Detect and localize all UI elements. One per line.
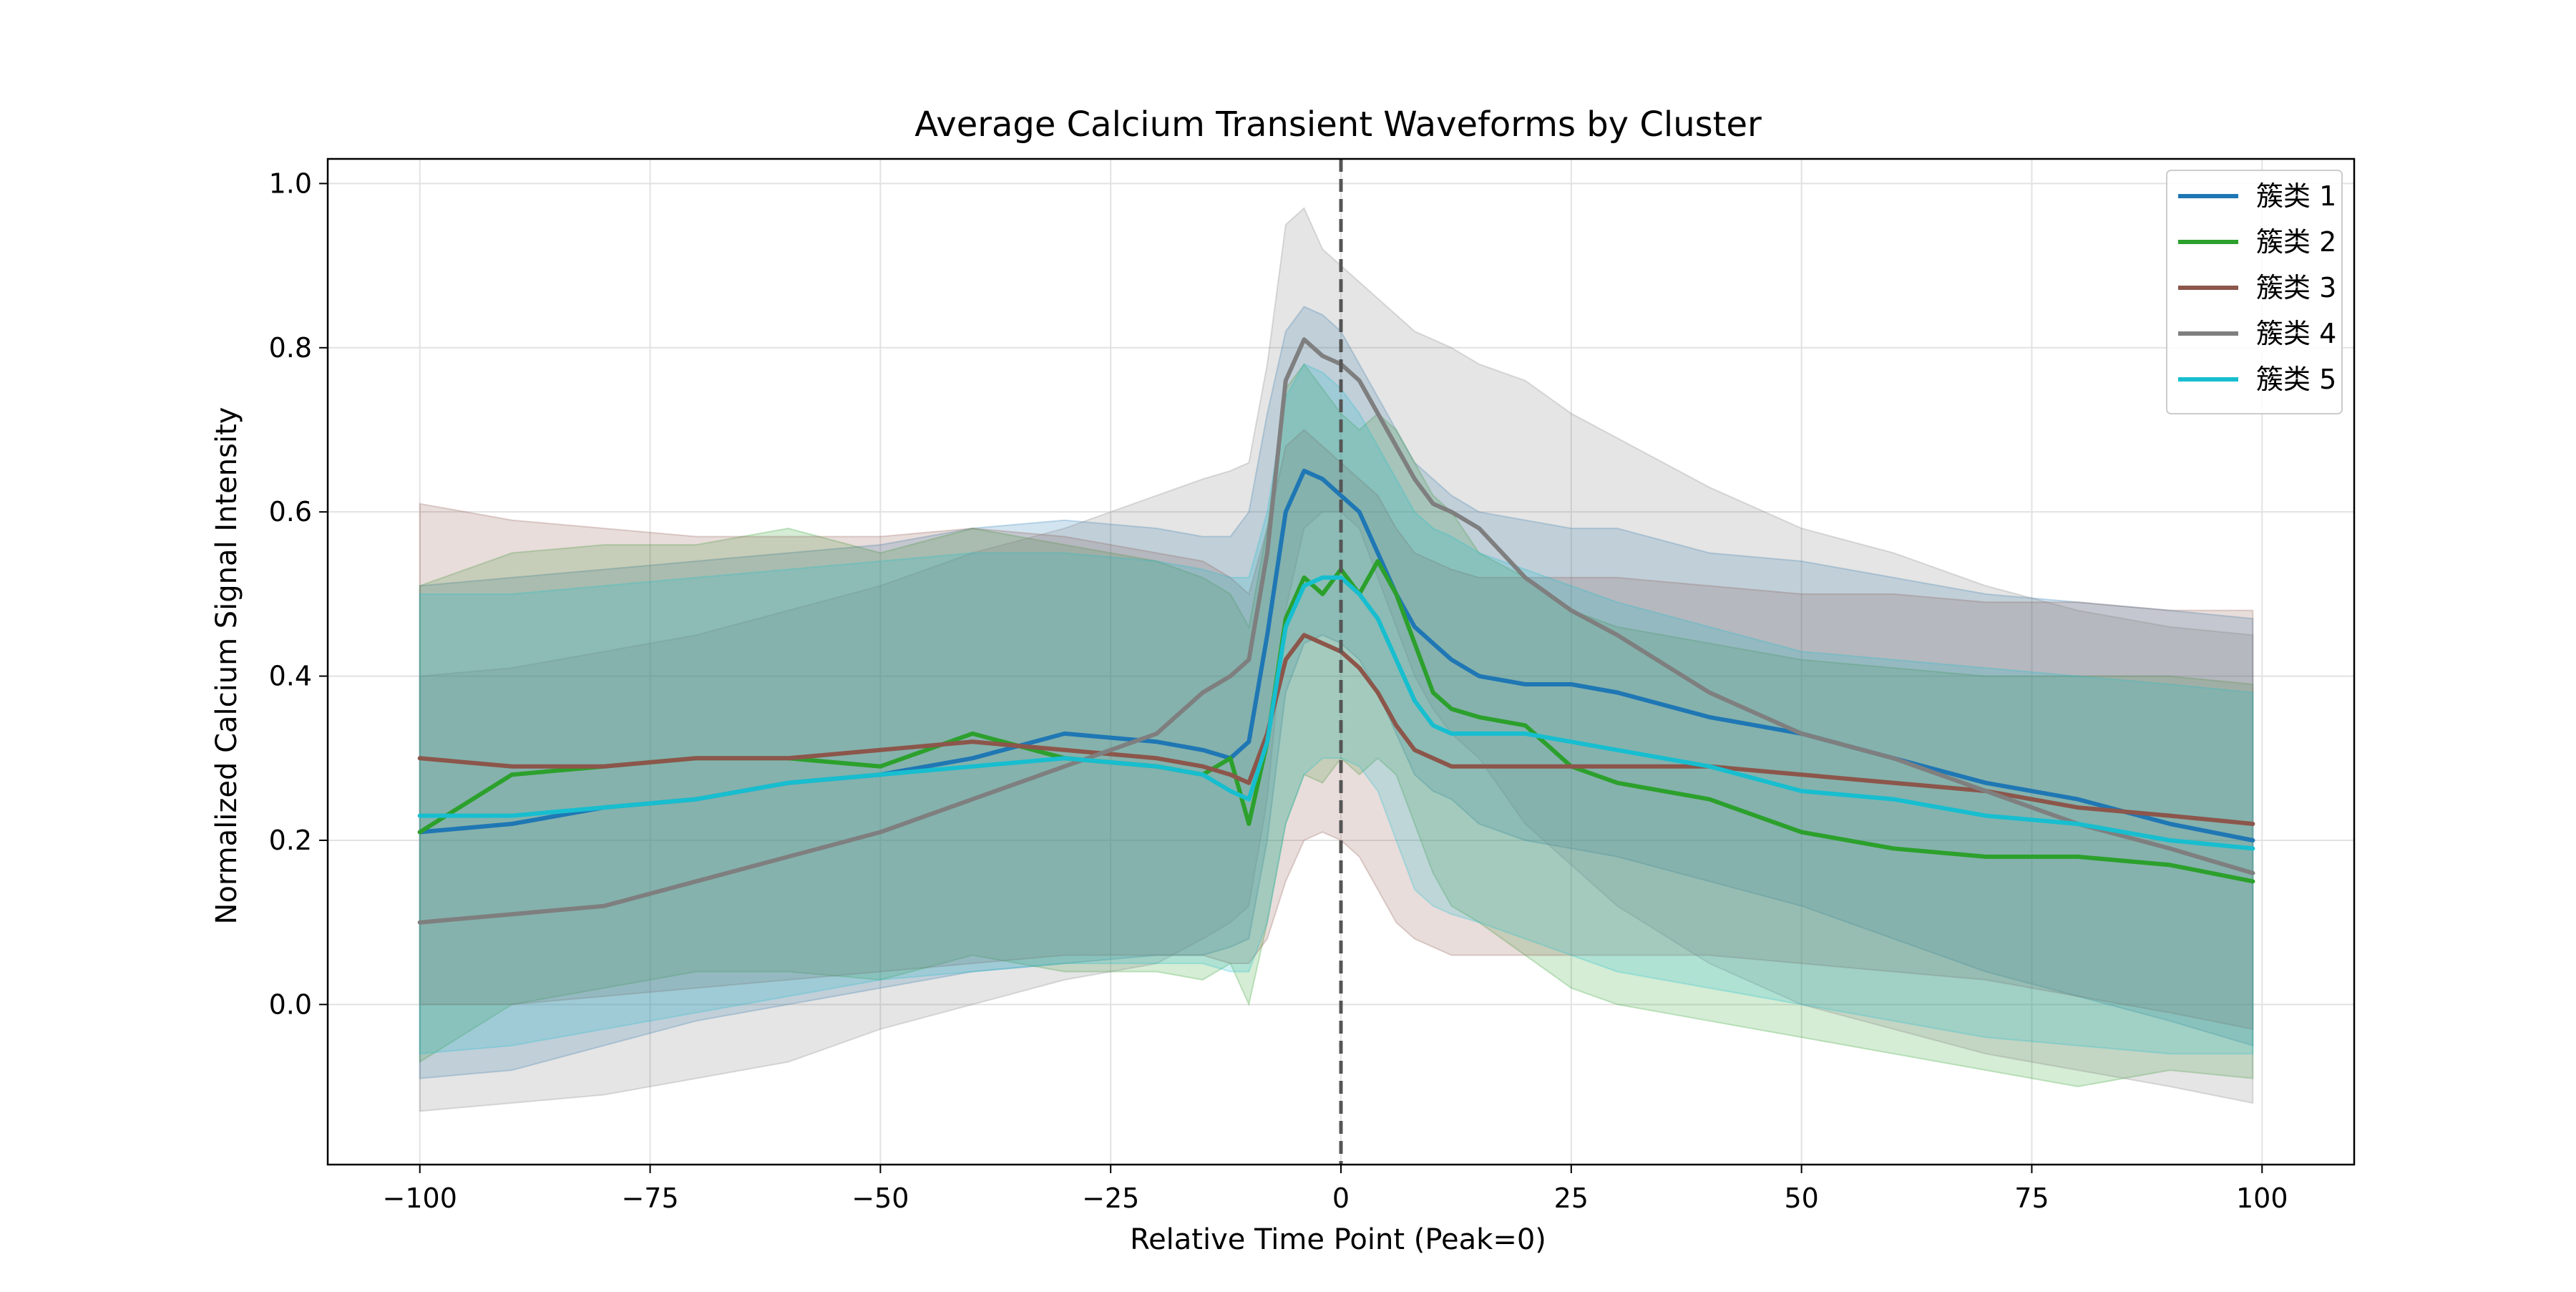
confidence-band-4 xyxy=(419,207,2254,1112)
y-tick-label: 0.6 xyxy=(269,496,312,528)
y-axis-ticks: 0.0 0.2 0.4 0.6 0.8 1.0 xyxy=(269,167,328,1020)
confidence-band-5 xyxy=(419,363,2254,1055)
chart-title: Average Calcium Transient Waveforms by C… xyxy=(914,105,1762,145)
y-tick-label: 0.0 xyxy=(269,989,312,1020)
confidence-band-3 xyxy=(419,429,2254,1031)
x-tick-label: 100 xyxy=(2236,1182,2288,1214)
legend-label-2: 簇类 2 xyxy=(2256,226,2336,258)
series-line-3 xyxy=(417,633,2255,826)
x-axis-label: Relative Time Point (Peak=0) xyxy=(1130,1223,1546,1256)
y-axis-label: Normalized Calcium Signal Intensity xyxy=(210,407,243,925)
series-line-5 xyxy=(417,575,2255,851)
x-tick-label: 25 xyxy=(1554,1182,1589,1214)
x-tick-label: 75 xyxy=(2014,1182,2049,1214)
x-tick-label: −100 xyxy=(383,1182,457,1214)
x-tick-label: 0 xyxy=(1332,1182,1350,1214)
y-tick-label: 0.4 xyxy=(269,661,312,692)
series-line-1 xyxy=(417,468,2255,842)
y-tick-label: 1.0 xyxy=(269,167,312,199)
confidence-band-1 xyxy=(419,306,2254,1079)
x-tick-label: 50 xyxy=(1784,1182,1818,1214)
x-tick-label: −50 xyxy=(852,1182,909,1214)
series-line-4 xyxy=(417,337,2255,925)
x-tick-label: −25 xyxy=(1082,1182,1139,1214)
legend-label-4: 簇类 4 xyxy=(2256,318,2336,349)
legend-label-3: 簇类 3 xyxy=(2256,272,2336,303)
legend-label-1: 簇类 1 xyxy=(2256,180,2336,212)
legend: 簇类 1 簇类 2 簇类 3 簇类 4 簇类 5 xyxy=(2166,170,2343,414)
y-tick-label: 0.2 xyxy=(269,825,312,856)
series-lines xyxy=(417,337,2255,925)
y-tick-label: 0.8 xyxy=(269,332,312,364)
x-tick-label: −75 xyxy=(621,1182,678,1214)
legend-box xyxy=(2166,170,2343,414)
x-axis-ticks: −100 −75 −50 −25 0 25 50 75 100 xyxy=(383,1165,2288,1214)
series-line-2 xyxy=(417,559,2255,884)
confidence-bands xyxy=(419,207,2254,1112)
confidence-band-2 xyxy=(419,363,2254,1088)
legend-label-5: 簇类 5 xyxy=(2256,364,2336,395)
